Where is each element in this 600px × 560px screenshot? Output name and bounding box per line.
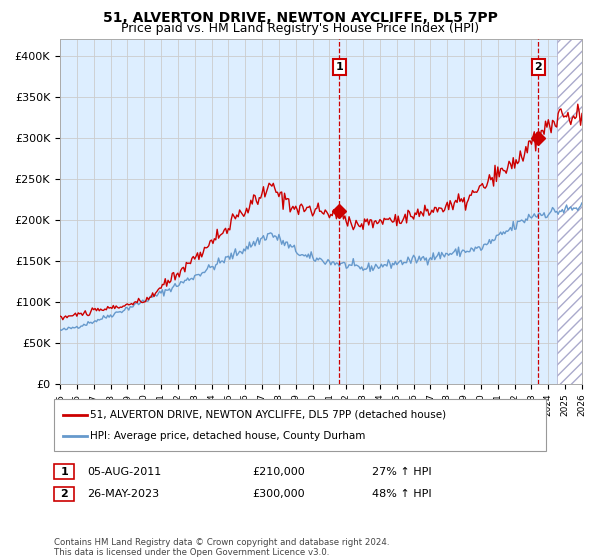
Text: HPI: Average price, detached house, County Durham: HPI: Average price, detached house, Coun…	[90, 431, 365, 441]
Text: Price paid vs. HM Land Registry's House Price Index (HPI): Price paid vs. HM Land Registry's House …	[121, 22, 479, 35]
Text: Contains HM Land Registry data © Crown copyright and database right 2024.
This d: Contains HM Land Registry data © Crown c…	[54, 538, 389, 557]
Text: 1: 1	[335, 62, 343, 72]
Text: 2: 2	[535, 62, 542, 72]
Text: 1: 1	[61, 466, 68, 477]
Text: 27% ↑ HPI: 27% ↑ HPI	[372, 466, 431, 477]
Text: 48% ↑ HPI: 48% ↑ HPI	[372, 489, 431, 499]
Text: 51, ALVERTON DRIVE, NEWTON AYCLIFFE, DL5 7PP: 51, ALVERTON DRIVE, NEWTON AYCLIFFE, DL5…	[103, 11, 497, 25]
Bar	[60, 39, 557, 384]
Bar	[557, 39, 582, 384]
Text: 51, ALVERTON DRIVE, NEWTON AYCLIFFE, DL5 7PP (detached house): 51, ALVERTON DRIVE, NEWTON AYCLIFFE, DL5…	[90, 410, 446, 420]
Text: 26-MAY-2023: 26-MAY-2023	[87, 489, 159, 499]
Text: £210,000: £210,000	[252, 466, 305, 477]
Text: 2: 2	[61, 489, 68, 499]
Text: £300,000: £300,000	[252, 489, 305, 499]
Text: 05-AUG-2011: 05-AUG-2011	[87, 466, 161, 477]
